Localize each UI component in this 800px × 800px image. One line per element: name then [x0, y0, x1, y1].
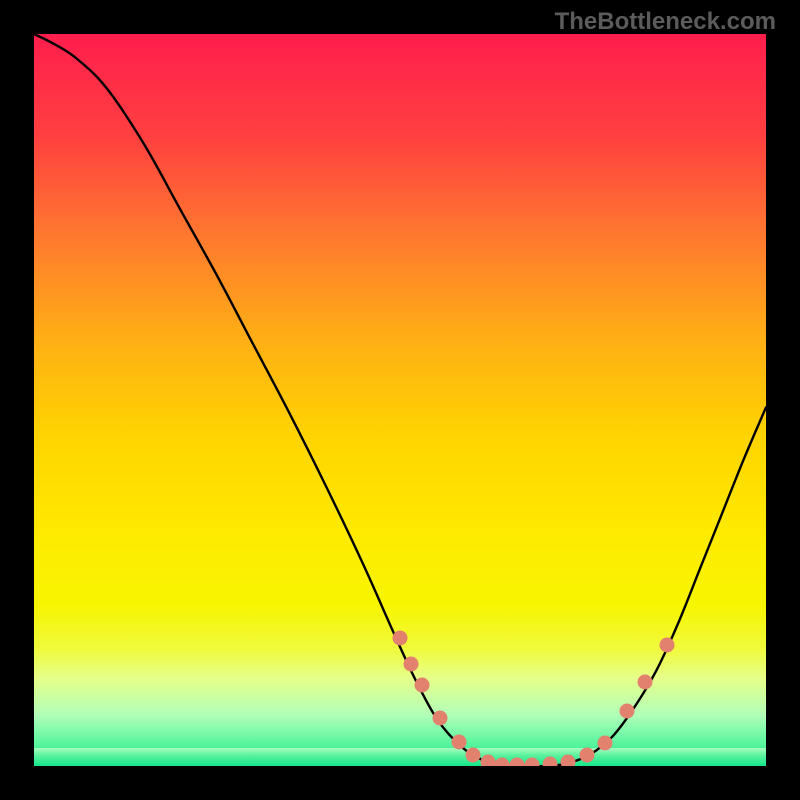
- data-marker: [433, 711, 448, 726]
- data-marker: [414, 678, 429, 693]
- chart-root: TheBottleneck.com: [0, 0, 800, 800]
- watermark-text: TheBottleneck.com: [555, 8, 776, 36]
- data-marker: [660, 638, 675, 653]
- data-marker: [543, 756, 558, 766]
- data-marker: [451, 734, 466, 749]
- data-marker: [579, 748, 594, 763]
- data-marker: [561, 754, 576, 766]
- data-marker: [480, 755, 495, 766]
- data-marker: [466, 748, 481, 763]
- data-marker: [619, 704, 634, 719]
- plot-area: [34, 34, 766, 766]
- data-marker: [597, 735, 612, 750]
- data-marker: [495, 758, 510, 766]
- data-marker: [524, 757, 539, 766]
- data-marker: [638, 674, 653, 689]
- data-marker: [403, 656, 418, 671]
- curve-path: [34, 34, 766, 766]
- bottleneck-curve: [34, 34, 766, 766]
- data-marker: [510, 758, 525, 766]
- data-marker: [393, 630, 408, 645]
